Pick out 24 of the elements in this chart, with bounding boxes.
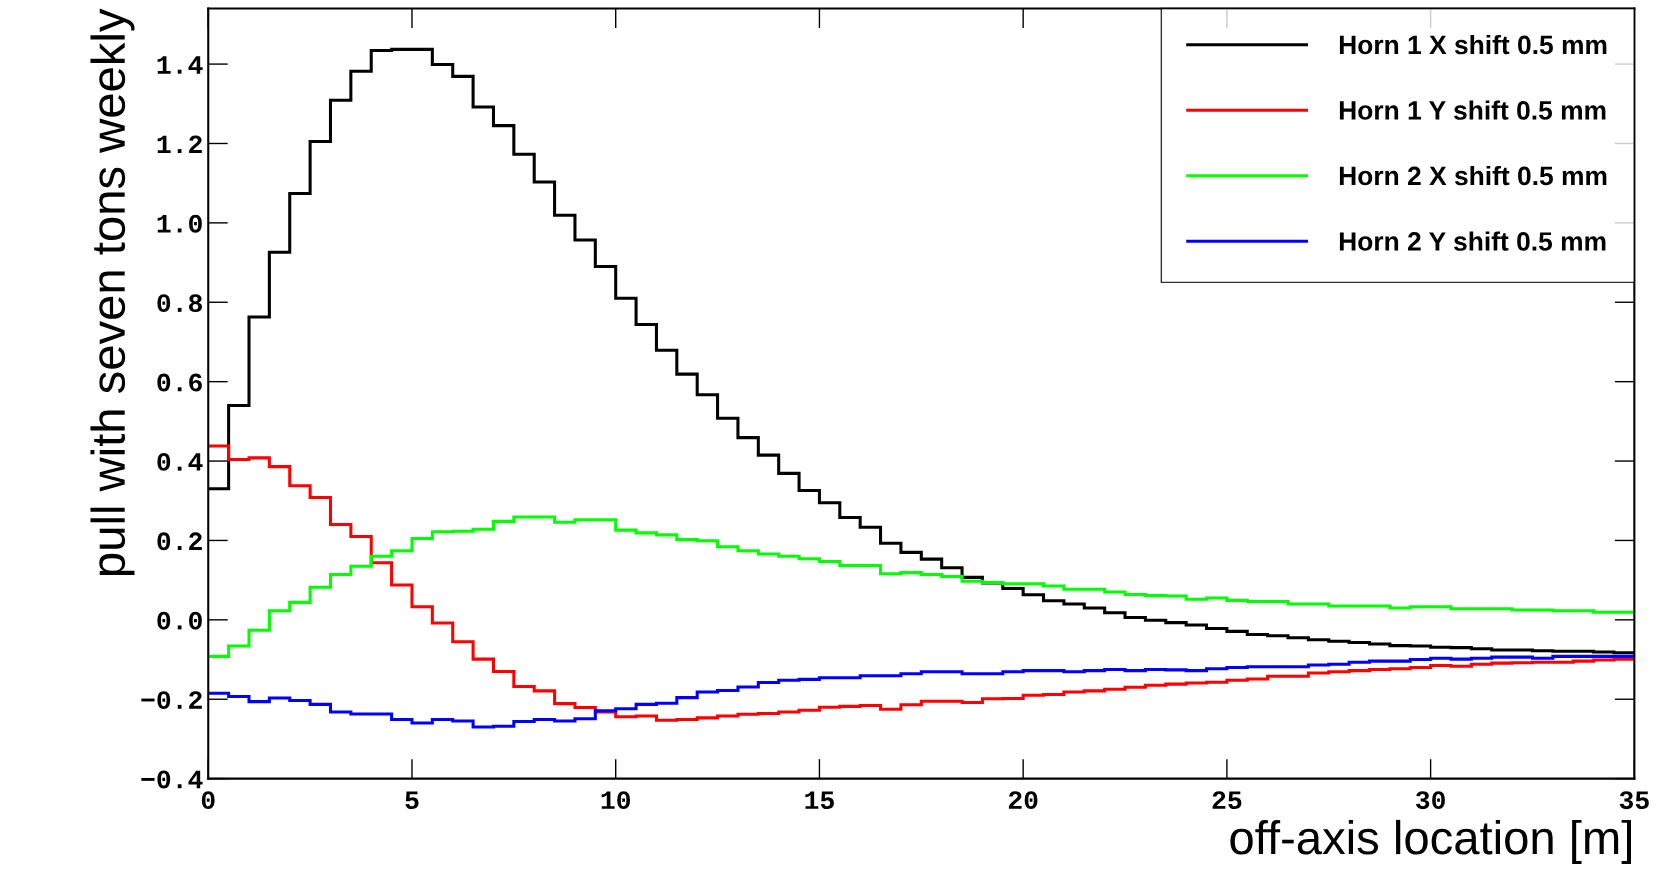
y-tick-label: −0.2 (141, 691, 202, 710)
legend-label: Horn 1 X shift 0.5 mm (1339, 34, 1607, 55)
y-tick-label: 1.4 (157, 56, 203, 74)
y-tick-label: 0.0 (157, 611, 202, 630)
x-axis-title: off-axis location [m] (1230, 819, 1631, 864)
legend-label: Horn 2 Y shift 0.5 mm (1339, 231, 1606, 251)
x-tick-label: 20 (1008, 791, 1038, 810)
y-tick-label: 0.4 (157, 452, 203, 471)
legend-label: Horn 1 Y shift 0.5 mm (1339, 100, 1606, 120)
x-tick-label: 30 (1415, 791, 1445, 810)
y-tick-label: 0.6 (157, 373, 202, 392)
y-tick-label: 0.2 (157, 532, 202, 551)
legend-label: Horn 2 X shift 0.5 mm (1339, 165, 1607, 186)
x-tick-label: 10 (601, 791, 631, 810)
y-tick-label: 0.8 (157, 294, 202, 313)
x-tick-label: 25 (1212, 791, 1242, 810)
x-tick-label: 15 (805, 791, 834, 810)
y-tick-label: 1.0 (157, 214, 202, 233)
y-tick-label: 1.2 (157, 135, 202, 154)
x-tick-label: 0 (201, 791, 215, 810)
x-tick-label: 35 (1619, 791, 1649, 810)
y-axis-title: pull with seven tons weekly (90, 8, 135, 576)
x-tick-label: 5 (405, 791, 419, 810)
y-tick-label: −0.4 (141, 770, 203, 789)
